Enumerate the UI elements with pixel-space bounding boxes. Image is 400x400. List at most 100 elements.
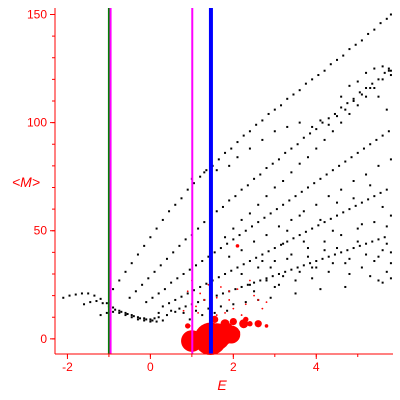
data-point [124,314,127,317]
data-point [389,277,392,280]
data-point [277,158,280,161]
data-point [130,316,133,319]
data-point [215,314,218,316]
data-point [340,121,343,124]
data-point [174,203,177,206]
data-point [118,311,121,314]
data-point [197,312,199,314]
data-point [379,22,382,25]
data-point [350,156,353,159]
data-point [381,134,384,137]
data-point [365,87,368,90]
data-point [217,326,225,334]
data-point [182,272,185,275]
data-point [153,317,156,320]
data-point [356,80,359,83]
data-point [286,240,289,243]
data-point [99,297,102,300]
data-point [389,262,392,265]
data-point [195,264,198,267]
data-point [253,294,255,297]
data-point [230,147,233,150]
data-point [381,78,384,81]
data-point [348,272,351,275]
vertical-marker-lines [107,8,213,354]
data-point [143,317,146,320]
data-point [182,311,185,314]
data-point [235,244,240,248]
data-point [145,318,148,321]
data-point [240,188,243,191]
axis-ticks: -2 0 2 4 0 50 100 150 [27,7,359,374]
x-tick-label: 0 [147,360,154,374]
data-point [261,119,264,122]
data-point [298,89,301,92]
data-point [348,84,351,87]
data-point [387,67,390,70]
data-point [149,318,152,321]
data-point [180,295,183,298]
data-point [197,301,200,304]
data-point [240,218,243,221]
data-point [217,276,220,279]
data-point [325,173,328,176]
data-point [248,130,251,133]
data-point [124,311,127,314]
data-point [385,225,388,228]
data-point [228,290,231,293]
data-point [306,156,309,159]
data-point [311,78,314,81]
data-point [215,296,218,299]
data-point [242,134,245,137]
data-point [228,255,231,258]
data-point [352,197,355,200]
data-point [317,74,320,77]
data-point [226,242,229,245]
data-point [302,264,305,267]
data-point [367,32,370,35]
data-point [352,180,355,182]
data-point [230,269,233,272]
data-point [269,212,272,215]
data-point [319,218,322,221]
data-point [360,223,363,226]
data-point [340,251,343,254]
data-point [224,151,227,154]
data-point [309,132,312,135]
data-point [304,230,307,233]
data-point [215,294,218,297]
data-point [311,277,314,280]
data-point [385,17,388,20]
data-point [244,229,247,232]
data-point [298,121,301,124]
data-point [358,244,361,247]
data-point [385,188,388,191]
data-point [321,121,324,124]
data-point [161,305,164,308]
y-axis-label: <M> [12,174,40,190]
x-axis-label: E [217,377,227,393]
data-point [68,294,71,297]
data-point [336,214,339,217]
data-point [232,238,235,241]
data-point [346,249,349,252]
data-point [174,298,177,301]
y-tick-label: 0 [40,332,47,346]
data-point [282,275,285,278]
data-point [234,329,241,336]
data-point [184,238,187,241]
data-point [255,256,258,259]
data-points [62,13,392,356]
data-point [224,236,227,239]
data-point [387,130,390,133]
data-point [132,315,135,318]
data-point [329,217,332,220]
data-point [236,266,239,269]
data-point [240,285,243,288]
data-point [298,162,301,165]
data-point [155,227,158,230]
data-point [253,290,256,293]
data-point [327,255,330,258]
data-point [112,288,115,291]
data-point [248,147,251,150]
